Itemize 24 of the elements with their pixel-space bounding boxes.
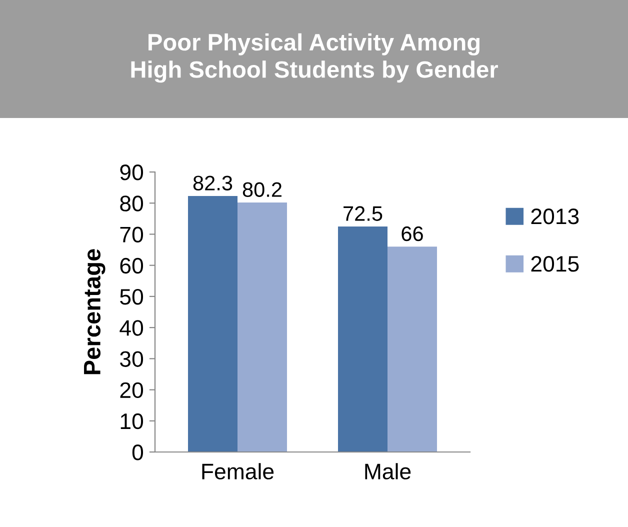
y-tick-label: 50	[120, 288, 144, 305]
y-tick-label: 0	[132, 444, 144, 460]
y-axis-title: Percentage	[84, 249, 106, 374]
bar	[238, 202, 287, 452]
data-label: 82.3	[193, 176, 232, 190]
y-tick-label: 90	[120, 164, 144, 180]
bar	[388, 246, 437, 452]
x-tick-label: Female	[202, 463, 274, 480]
y-tick-label: 70	[120, 226, 144, 242]
x-tick-label: Male	[365, 463, 411, 480]
legend-label: 2015	[531, 256, 579, 272]
y-tick-label: 80	[120, 196, 144, 212]
bar	[338, 226, 388, 452]
legend-label: 2013	[531, 208, 579, 224]
y-tick-label: 60	[120, 258, 144, 274]
chart-title: Poor Physical Activity Among High School Students by Gender	[131, 33, 498, 83]
bar	[188, 196, 238, 452]
data-label: 66	[402, 226, 423, 242]
data-label: 80.2	[242, 182, 282, 197]
y-tick-label: 10	[120, 413, 144, 430]
y-tick-label: 40	[120, 320, 144, 336]
y-tick-label: 20	[120, 382, 144, 398]
y-tick-label: 30	[120, 351, 144, 367]
data-label: 72.5	[344, 206, 382, 221]
